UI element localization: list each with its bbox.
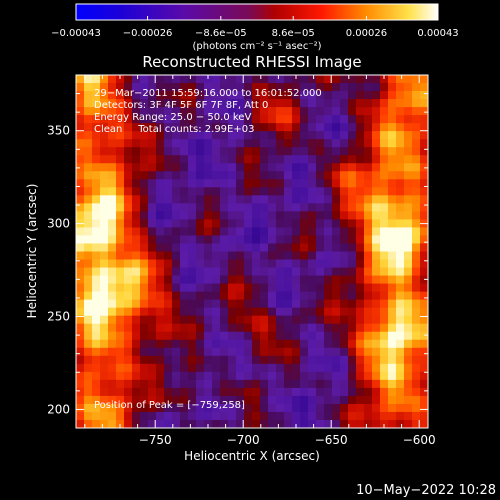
x-tick-label: −600: [403, 433, 436, 447]
colorbar-tick-label: 0.00026: [346, 28, 387, 39]
x-tick-label: −700: [227, 433, 260, 447]
x-axis-ticks: −750 −700 −650 −600: [84, 75, 436, 447]
plot-frame: [75, 74, 429, 429]
colorbar-tick-label: −0.00043: [51, 28, 101, 39]
x-tick-label: −750: [139, 433, 172, 447]
peak-position-label: Position of Peak = [−759,258]: [94, 400, 245, 411]
y-tick-label: 300: [47, 217, 70, 231]
x-tick-label: −650: [315, 433, 348, 447]
colorbar: [76, 4, 438, 20]
heatmap-image: [76, 75, 428, 428]
info-annotation: 29−Mar−2011 15:59:16.000 to 16:01:52.000…: [94, 88, 322, 135]
timestamp: 10−May−2022 10:28: [356, 483, 496, 498]
info-line-detectors: Detectors: 3F 4F 5F 6F 7F 8F, Att 0: [94, 100, 268, 111]
y-tick-label: 350: [47, 124, 70, 138]
y-axis-ticks: 200 250 300 350: [47, 74, 428, 429]
x-axis-label: Heliocentric X (arcsec): [184, 449, 320, 463]
info-line-energy: Energy Range: 25.0 − 50.0 keV: [94, 112, 251, 123]
colorbar-tick-labels: −0.00043 −0.00026 −8.6e−05 8.6e−05 0.00026 0.…: [51, 28, 459, 39]
y-tick-label: 250: [47, 310, 70, 324]
colorbar-tick-label: 8.6e−05: [272, 28, 315, 39]
colorbar-tick-label: 0.00043: [417, 28, 458, 39]
chart-title: Reconstructed RHESSI Image: [142, 53, 361, 71]
colorbar-ticks: [75, 16, 439, 20]
colorbar-unit-label: (photons cm⁻² s⁻¹ asec⁻²): [192, 41, 321, 52]
y-tick-label: 200: [47, 402, 70, 416]
info-line-time: 29−Mar−2011 15:59:16.000 to 16:01:52.000: [94, 88, 322, 99]
colorbar-tick-label: −8.6e−05: [195, 28, 247, 39]
info-line-counts: Clean Total counts: 2.99E+03: [94, 124, 254, 135]
colorbar-tick-label: −0.00026: [123, 28, 173, 39]
y-axis-label: Heliocentric Y (arcsec): [25, 184, 39, 319]
